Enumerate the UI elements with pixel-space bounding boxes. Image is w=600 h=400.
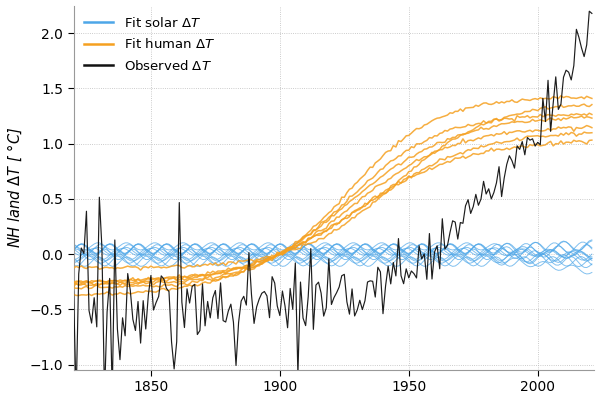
Y-axis label: NH land $\Delta T$ [ $\degree$C]: NH land $\Delta T$ [ $\degree$C] [5, 127, 24, 248]
Legend: Fit solar $\Delta T$, Fit human $\Delta T$, Observed $\Delta T$: Fit solar $\Delta T$, Fit human $\Delta … [80, 12, 219, 76]
